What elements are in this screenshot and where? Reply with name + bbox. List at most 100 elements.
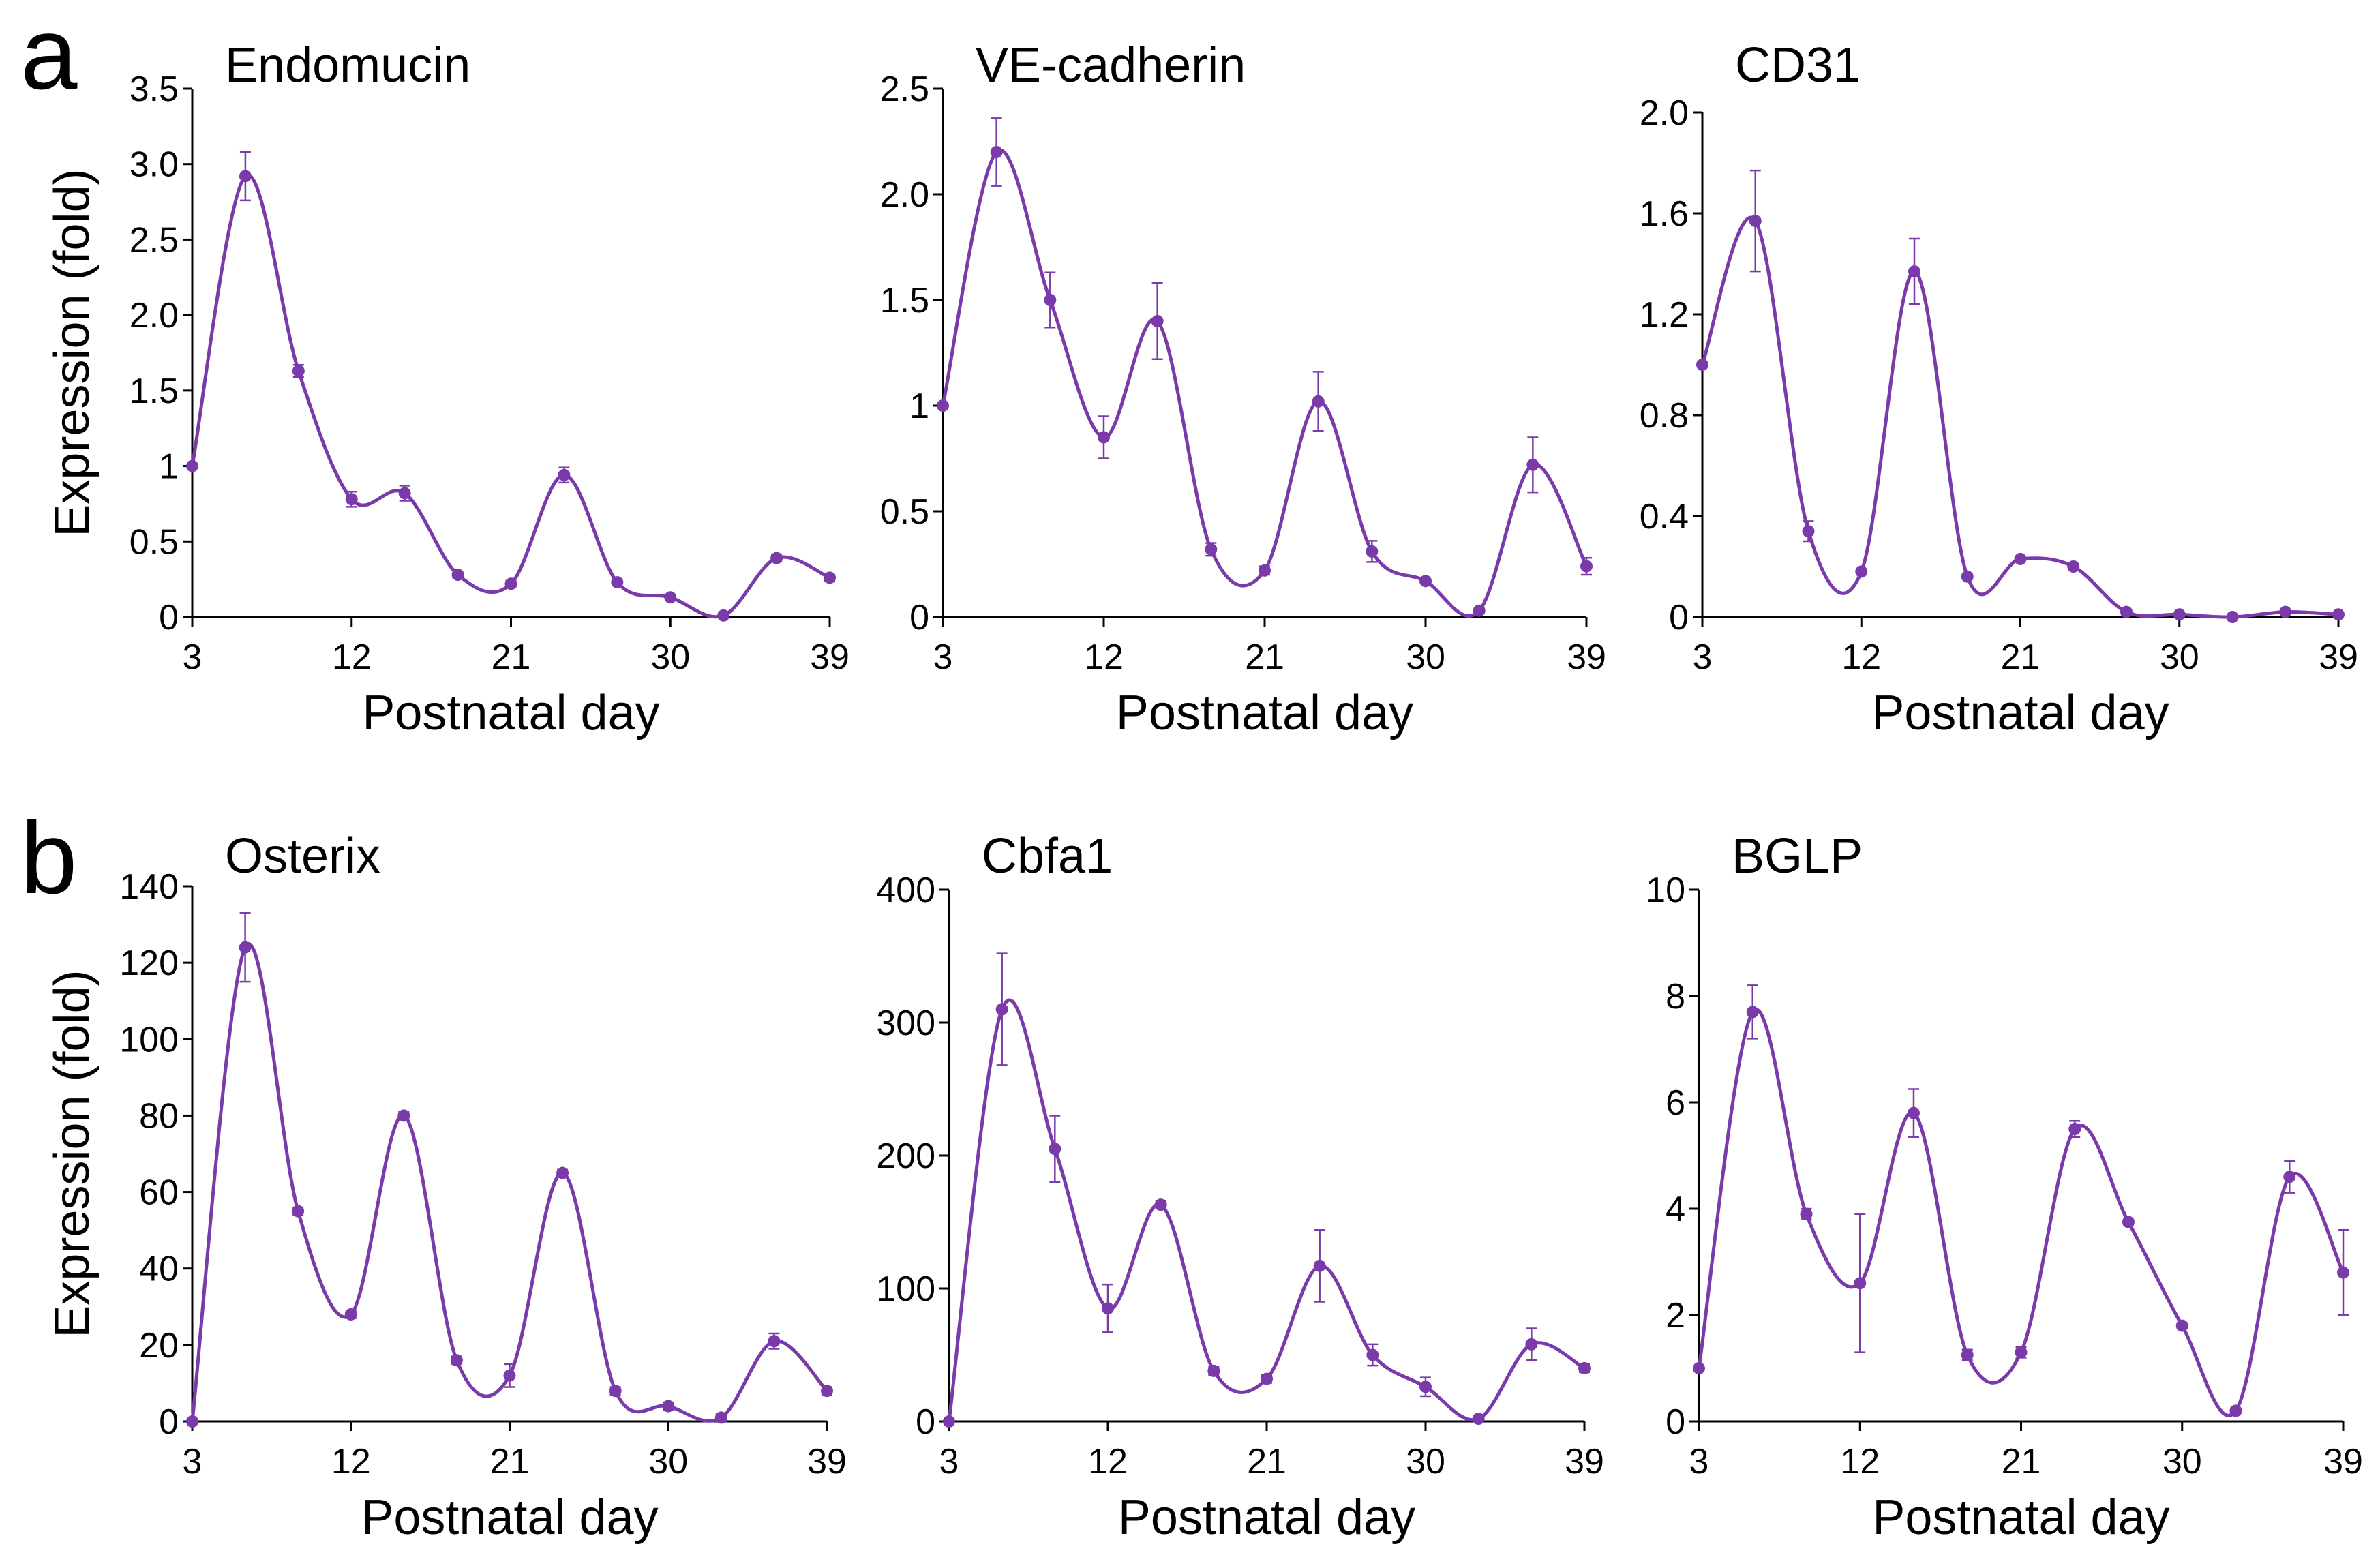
y-axis-title: Expression (fold) [45,969,100,1338]
data-point [1854,1277,1867,1290]
y-tick-label: 0 [916,1402,935,1442]
data-point [1207,1364,1220,1377]
y-tick-label: 8 [1666,977,1685,1016]
x-tick-label: 21 [490,1442,530,1481]
chart-cd31: 0 0.4 0.8 1.2 1.6 2.0 3 12 21 30 39 CD31 Postnatal d… [1640,38,2358,740]
data-point [714,1411,727,1424]
data-point [937,399,949,412]
data-point [662,1400,675,1413]
chart-ve-cadherin: 0 0.5 1 1.5 2.0 2.5 3 12 21 30 39 VE-cadherin Postna… [880,38,1606,740]
chart-cbfa1: 0 100 200 300 400 3 12 21 30 39 Cbfa1 Postnatal day [876,829,1604,1545]
y-tick-label: 3.0 [130,145,179,185]
data-point [611,576,624,589]
data-point [2229,1404,2242,1417]
data-point [503,1369,516,1382]
data-point [292,1205,305,1218]
data-point [2279,605,2292,618]
data-point [1419,575,1432,588]
x-tick-label: 21 [492,637,531,677]
x-tick-label: 21 [2001,637,2040,677]
y-tick-label: 0 [159,1402,179,1442]
x-tick-label: 39 [2323,1442,2363,1481]
y-tick-label: 1 [909,387,929,426]
data-point [239,941,252,954]
y-tick-label: 2.5 [880,70,929,109]
x-tick-label: 3 [939,1442,959,1481]
y-tick-label: 200 [876,1136,935,1176]
data-point [345,493,358,506]
panel-label-b: b [20,800,77,915]
x-tick-label: 12 [332,637,372,677]
x-tick-label: 30 [2163,1442,2202,1481]
chart-title: VE-cadherin [976,38,1246,93]
data-point [2067,560,2080,573]
chart-title: Cbfa1 [982,829,1113,884]
y-tick-label: 0.8 [1640,396,1689,436]
x-tick-label: 39 [810,637,849,677]
data-point [1578,1362,1591,1374]
y-tick-label: 300 [876,1004,935,1043]
x-tick-label: 30 [1406,637,1445,677]
data-point [2122,1216,2135,1228]
y-tick-label: 140 [119,867,179,907]
x-tick-label: 39 [2319,637,2358,677]
panel-label-a: a [20,0,78,110]
x-tick-label: 21 [2002,1442,2041,1481]
x-tick-label: 3 [183,637,202,677]
y-tick-label: 6 [1666,1083,1685,1123]
data-point [2173,608,2186,621]
data-point [1526,458,1539,471]
y-tick-label: 100 [876,1269,935,1309]
y-tick-label: 2 [1666,1296,1685,1336]
data-point [1419,1381,1432,1393]
data-point [1044,294,1057,306]
data-point [1749,215,1762,228]
series-line [190,173,832,619]
data-point [943,1415,955,1428]
y-tick-label: 10 [1646,871,1685,910]
data-point [1259,564,1271,577]
charts-layer: 00.511.52.02.53.03.53 12 21 30 39EndomucinPo… [45,38,2363,1545]
data-point [2120,605,2133,618]
x-tick-label: 3 [933,637,953,677]
data-point [821,1385,833,1398]
x-tick-label: 30 [1406,1442,1445,1481]
data-point [995,1003,1008,1016]
data-point [186,459,198,472]
series-line [947,998,1586,1423]
x-tick-label: 3 [183,1442,202,1481]
x-tick-label: 12 [1841,637,1881,677]
data-point [2337,1266,2349,1279]
data-point [398,487,411,500]
chart-title: BGLP [1732,829,1863,884]
series-line [941,148,1588,618]
y-tick-label: 0 [159,598,179,637]
y-tick-label: 2.5 [130,220,179,260]
data-point [770,552,783,564]
data-point [1366,545,1379,558]
data-point [609,1385,622,1398]
data-point [344,1308,357,1321]
data-point [2283,1171,2296,1183]
y-tick-label: 3.5 [130,70,179,109]
x-tick-label: 39 [807,1442,847,1481]
data-point [1154,1198,1167,1211]
x-tick-label: 3 [1689,1442,1709,1481]
y-tick-label: 1.5 [130,372,179,411]
data-point [1473,604,1486,617]
data-point [397,1109,410,1122]
y-tick-label: 1.6 [1640,194,1689,234]
data-point [2332,608,2345,621]
x-tick-label: 21 [1247,1442,1286,1481]
y-tick-label: 100 [119,1020,179,1059]
data-point [2175,1319,2188,1332]
y-tick-label: 20 [139,1326,179,1366]
x-axis-title: Postnatal day [1116,686,1413,740]
y-tick-label: 1.5 [880,281,929,320]
chart-title: Osterix [225,829,380,884]
y-tick-label: 80 [139,1096,179,1136]
data-point [1312,395,1325,408]
x-axis-title: Postnatal day [362,686,659,740]
x-tick-label: 21 [1245,637,1284,677]
y-tick-label: 120 [119,944,179,983]
